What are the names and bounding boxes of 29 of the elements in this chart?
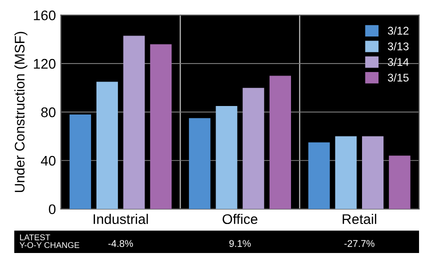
legend-label: 3/12 (388, 26, 408, 35)
bar (335, 136, 357, 209)
bar (96, 82, 118, 209)
bar (388, 156, 410, 209)
x-tick-label: Industrial (94, 214, 148, 224)
text: 9.1% (229, 240, 251, 247)
bar (216, 106, 238, 209)
text: -4.8% (108, 240, 133, 247)
bar (123, 36, 145, 209)
y-axis-title: Under Construction (MSF) (14, 32, 28, 192)
y-tick-label: 80 (41, 107, 56, 118)
text: LATEST Y-O-Y CHANGE (20, 234, 80, 248)
bar (70, 114, 92, 209)
x-tick-label: Retail (342, 214, 376, 224)
bar (270, 76, 292, 209)
x-tick-label: Office (222, 214, 258, 224)
legend-label: 3/13 (388, 42, 409, 50)
bar (362, 136, 384, 209)
legend-label: 3/14 (388, 58, 409, 66)
y-tick-label: 40 (40, 156, 56, 166)
y-tick-label: 0 (48, 204, 56, 214)
legend-label: 3/15 (388, 73, 409, 82)
bar (188, 118, 210, 209)
bar (150, 44, 172, 209)
bar (242, 88, 264, 209)
bar (308, 142, 330, 209)
text: -27.7% (344, 240, 374, 247)
y-tick-label: 160 (34, 10, 56, 20)
y-tick-label: 120 (34, 58, 56, 69)
